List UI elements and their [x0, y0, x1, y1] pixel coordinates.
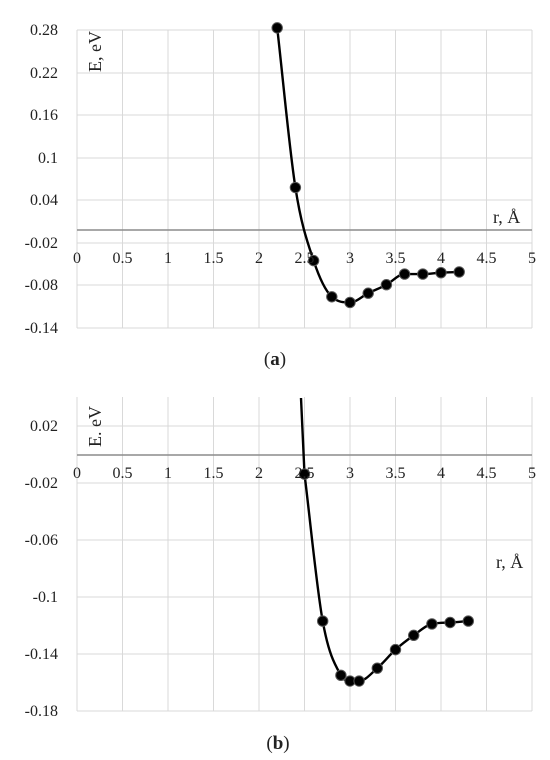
y-tick-label: -0.06 [25, 532, 58, 549]
data-point [408, 629, 420, 642]
x-tick-label: 4 [437, 250, 445, 267]
y-tick-label: -0.08 [25, 277, 58, 294]
x-tick-label: 3.5 [386, 250, 406, 267]
data-point [371, 662, 383, 674]
x-tick-label: 2 [255, 465, 263, 482]
y-tick-label: -0.1 [33, 589, 58, 606]
y-tick-label: 0.28 [30, 22, 58, 39]
data-point [426, 618, 438, 630]
y-tick-label: -0.14 [25, 646, 58, 663]
x-tick-label: 3 [346, 465, 354, 482]
x-tick-label: 3.5 [386, 465, 406, 482]
panel-a: 0 0.5 1 1.5 2 2.5 3 3.5 4 4.5 5 0.28 0.22 0.16 0.1 0.0… [25, 22, 536, 370]
data-point [444, 616, 456, 629]
data-point [435, 266, 447, 279]
data-point [289, 181, 302, 194]
x-tick-label: 0.5 [113, 465, 133, 482]
data-point [326, 291, 338, 303]
data-point [271, 22, 283, 34]
data-point [335, 669, 347, 682]
data-point [298, 468, 311, 480]
x-tick-label: 2 [255, 250, 263, 267]
x-tick-label: 2.5 [295, 465, 315, 482]
x-tick-labels: 0 0.5 1 1.5 2 2.5 3 3.5 4 4.5 5 [73, 250, 536, 267]
x-tick-label: 0 [73, 465, 81, 482]
y-tick-label: 0.04 [30, 192, 58, 209]
x-tick-label: 3 [346, 250, 354, 267]
x-tick-label: 1 [164, 465, 172, 482]
y-tick-labels: 0.28 0.22 0.16 0.1 0.04 -0.02 -0.08 -0.14 [25, 22, 58, 337]
y-tick-label: -0.14 [25, 320, 58, 337]
data-points [298, 468, 474, 687]
x-tick-label: 4.5 [477, 465, 497, 482]
x-tick-label: 5 [528, 250, 536, 267]
panel-label: (b) [266, 733, 289, 754]
grid [76, 397, 533, 712]
y-tick-label: 0.22 [30, 65, 58, 82]
data-point [344, 296, 356, 309]
data-point [353, 675, 365, 687]
x-tick-label: 5 [528, 465, 536, 482]
panel-b: 0 0.5 1 1.5 2 2.5 3 3.5 4 4.5 5 0.02 -0.02 -0.06 -0.1… [25, 397, 536, 754]
x-tick-label: 1.5 [204, 250, 224, 267]
data-point [417, 268, 429, 280]
y-tick-label: 0.1 [38, 150, 58, 167]
x-tick-label: 0.5 [113, 250, 133, 267]
data-point [462, 615, 474, 627]
data-points [271, 22, 465, 309]
x-tick-label: 1.5 [204, 465, 224, 482]
data-point [317, 615, 329, 627]
x-tick-label: 1 [164, 250, 172, 267]
data-point [453, 266, 465, 278]
x-tick-label: 0 [73, 250, 81, 267]
panel-label: (a) [264, 349, 286, 370]
x-axis-title: r, Å [493, 207, 520, 227]
data-point [398, 268, 411, 280]
data-point [307, 254, 320, 267]
data-point [362, 287, 374, 299]
y-tick-label: -0.18 [25, 703, 58, 720]
data-point [380, 279, 393, 291]
x-axis-title: r, Å [496, 552, 523, 572]
x-tick-label: 4.5 [477, 250, 497, 267]
y-tick-label: -0.02 [25, 475, 58, 492]
y-tick-label: -0.02 [25, 235, 58, 252]
grid [76, 29, 533, 329]
y-tick-label: 0.16 [30, 107, 58, 124]
y-tick-labels: 0.02 -0.02 -0.06 -0.1 -0.14 -0.18 [25, 418, 58, 720]
y-axis-title: E, eV [85, 31, 105, 72]
x-tick-label: 4 [437, 465, 445, 482]
y-axis-title: E. eV [85, 406, 105, 447]
x-tick-label: 2.5 [295, 250, 315, 267]
y-tick-label: 0.02 [30, 418, 58, 435]
data-point [389, 643, 402, 656]
x-tick-labels: 0 0.5 1 1.5 2 2.5 3 3.5 4 4.5 5 [73, 465, 536, 482]
